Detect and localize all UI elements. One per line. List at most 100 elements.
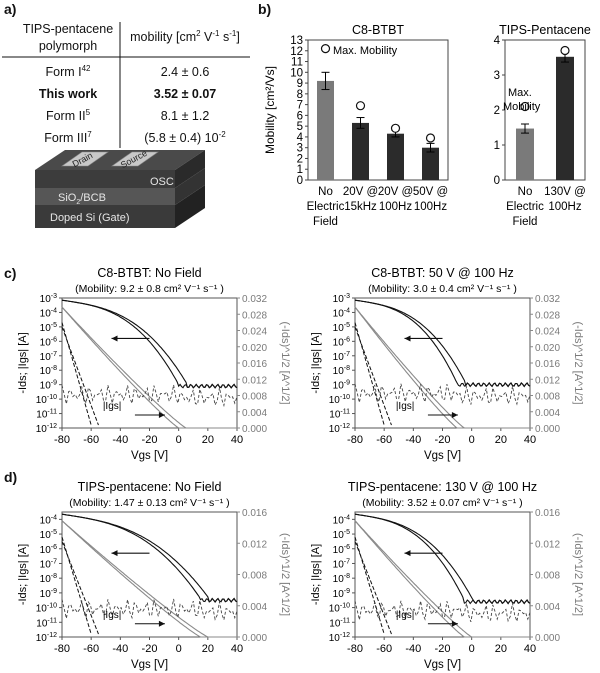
- y-right-tick-label: 0.008: [535, 571, 560, 582]
- y-tick-label: 10-11: [36, 409, 57, 421]
- fit-line-0: [354, 536, 385, 635]
- sweep-arrowhead-back: [111, 335, 118, 342]
- x-tick-label: 20: [495, 643, 507, 655]
- category-label: No: [518, 186, 533, 198]
- y-tick-label: 9: [297, 78, 303, 90]
- y-right-tick-label: 0.024: [242, 327, 267, 338]
- igs-curve: [61, 598, 238, 622]
- y-right-tick-label: 0.016: [535, 508, 560, 519]
- y-tick-label: 10-6: [333, 336, 350, 348]
- ids-sqrt-curve-1: [61, 306, 237, 429]
- plot-frame: [354, 511, 531, 638]
- table-header-col1-line1: TIPS-pentacene: [23, 22, 113, 36]
- x-tick-label: -60: [83, 434, 99, 446]
- y-right-tick-label: 0.000: [242, 424, 267, 435]
- x-tick-label: -60: [376, 643, 392, 655]
- x-tick-label: -80: [347, 643, 363, 655]
- table-header-col2: mobility [cm2 V-1 s-1]: [130, 29, 240, 44]
- y-tick-label: 10-12: [329, 632, 350, 644]
- y-right-tick-label: 0.000: [535, 633, 560, 644]
- y-right-tick-label: 0.012: [535, 375, 560, 386]
- osc-layer-right: [175, 150, 205, 188]
- y-axis-label-left: -Ids; |Igs| [A]: [17, 544, 29, 605]
- y-axis-label-left: -Ids; |Igs| [A]: [310, 544, 322, 605]
- y-tick-label: 0: [297, 175, 303, 187]
- sweep-arrowhead-back: [404, 550, 411, 557]
- chart-subtitle: (Mobility: 3.52 ± 0.07 cm² V⁻¹ s⁻¹ ): [362, 497, 522, 509]
- y-tick-label: 10: [290, 67, 303, 79]
- x-axis-label: Vgs [V]: [131, 450, 168, 462]
- y-right-tick-label: 0.000: [242, 633, 267, 644]
- fit-line-1: [354, 326, 392, 426]
- x-tick-label: -40: [405, 434, 421, 446]
- y-right-tick-label: 0.032: [535, 294, 560, 305]
- y-tick-label: 13: [290, 35, 303, 47]
- polymorph-table: TIPS-pentacene polymorph mobility [cm2 V…: [2, 22, 250, 148]
- x-tick-label: 0: [176, 434, 182, 446]
- y-tick-label: 7: [297, 100, 303, 112]
- chart-subtitle: (Mobility: 3.0 ± 0.4 cm² V⁻¹ s⁻¹ ): [368, 283, 517, 295]
- table-row-4-value: (5.8 ± 0.4) 10-2: [144, 130, 226, 145]
- x-tick-label: 40: [231, 643, 243, 655]
- ids-sqrt-curve-1: [61, 520, 237, 638]
- category-label: Field: [313, 216, 338, 228]
- y-tick-label: 10-12: [329, 423, 350, 435]
- x-tick-label: 40: [231, 434, 243, 446]
- y-right-tick-label: 0.008: [535, 392, 560, 403]
- y-tick-label: 10-8: [333, 365, 350, 377]
- source-electrode: [111, 151, 159, 167]
- y-tick-label: 10-10: [36, 394, 57, 406]
- y-tick-label: 10-4: [333, 307, 350, 319]
- x-tick-label: -20: [435, 434, 451, 446]
- bar-1: [556, 56, 574, 180]
- y-right-tick-label: 0.012: [535, 539, 560, 550]
- chart-subtitle: (Mobility: 9.2 ± 0.8 cm² V⁻¹ s⁻¹ ): [75, 283, 224, 295]
- plot-frame: [61, 297, 238, 429]
- ids-sqrt-curve-0: [61, 520, 237, 638]
- x-tick-label: 0: [469, 643, 475, 655]
- ids-log-curve-0: [354, 513, 531, 605]
- igs-label: |Igs|: [396, 610, 415, 621]
- y-right-tick-label: 0.004: [535, 408, 560, 419]
- annotation-max: Max.: [508, 87, 532, 99]
- y-right-tick-label: 0.008: [242, 571, 267, 582]
- y-right-tick-label: 0.024: [535, 327, 560, 338]
- transfer-chart-c-right: C8-BTBT: 50 V @ 100 Hz (Mobility: 3.0 ± 0…: [310, 266, 584, 462]
- transfer-chart-d-right: TIPS-pentacene: 130 V @ 100 Hz (Mobility:…: [310, 480, 584, 671]
- y-tick-label: 10-10: [329, 394, 350, 406]
- y-tick-label: 1: [494, 140, 500, 152]
- category-label: 20V @: [378, 186, 413, 198]
- category-label: 50V @: [413, 186, 448, 198]
- y-tick-label: 10-4: [333, 514, 350, 526]
- y-tick-label: 10-8: [333, 573, 350, 585]
- y-tick-label: 10-9: [333, 588, 350, 600]
- igs-curve: [354, 383, 531, 406]
- bar-0: [317, 80, 334, 180]
- y-tick-label: 5: [297, 121, 303, 133]
- x-tick-label: 0: [176, 643, 182, 655]
- y-tick-label: 10-6: [333, 544, 350, 556]
- y-tick-label: 10-11: [329, 617, 350, 629]
- y-axis-label-left: -Ids; |Igs| [A]: [310, 332, 322, 393]
- y-tick-label: 10-5: [40, 529, 57, 541]
- x-tick-label: 20: [495, 434, 507, 446]
- x-tick-label: 20: [202, 643, 214, 655]
- plot-frame: [61, 511, 238, 638]
- bar-3: [422, 147, 439, 180]
- y-right-tick-label: 0.016: [535, 359, 560, 370]
- y-tick-label: 10-9: [40, 380, 57, 392]
- chart-title: C8-BTBT: 50 V @ 100 Hz: [371, 266, 514, 280]
- y-tick-label: 2: [494, 105, 500, 117]
- panel-label-c: c): [4, 265, 16, 281]
- gate-layer-right: [175, 185, 205, 228]
- device-schematic: Drain Source OSC SiO2/BCB Doped Si (Gate…: [35, 148, 205, 228]
- chart-title: TIPS-Pentacene: [499, 23, 591, 37]
- chart-title: TIPS-pentacene: 130 V @ 100 Hz: [348, 480, 537, 494]
- category-label: Electric: [307, 201, 345, 213]
- y-tick-label: 12: [290, 46, 303, 58]
- y-tick-label: 10-4: [40, 514, 57, 526]
- category-label: Field: [513, 216, 538, 228]
- sweep-arrowhead-fwd: [451, 620, 458, 627]
- max-mobility-marker: [355, 101, 366, 111]
- x-tick-label: -40: [405, 643, 421, 655]
